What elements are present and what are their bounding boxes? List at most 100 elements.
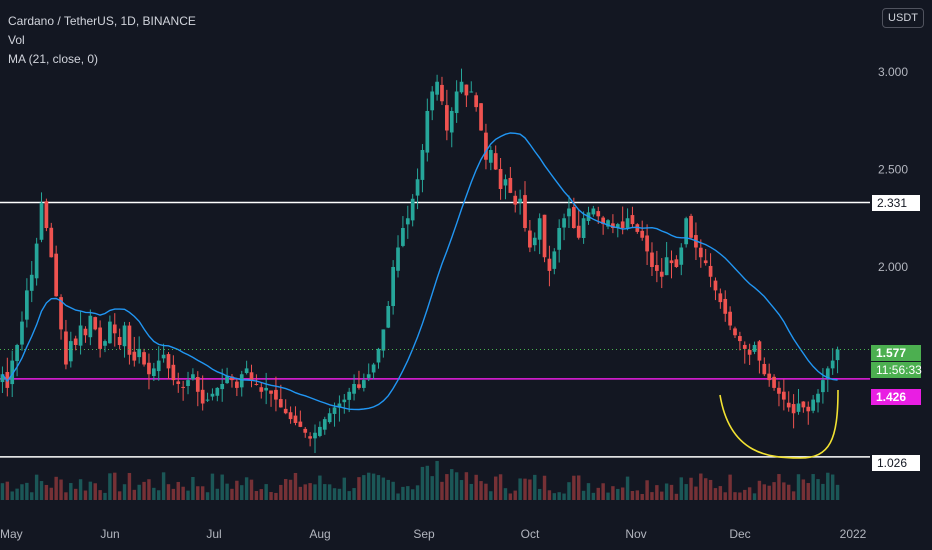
candle-body xyxy=(78,325,83,346)
volume-bar xyxy=(415,485,420,500)
candle-body xyxy=(620,221,625,228)
volume-bar xyxy=(464,472,469,500)
candle-body xyxy=(669,260,674,264)
candle-body xyxy=(518,198,522,203)
candle-body xyxy=(269,390,273,394)
candle-body xyxy=(762,363,767,375)
volume-bar xyxy=(752,493,757,500)
volume-bar xyxy=(244,477,249,500)
x-tick-label: Sep xyxy=(413,527,435,541)
candle-body xyxy=(674,259,679,267)
volume-bar xyxy=(176,481,180,500)
candle-body xyxy=(655,265,659,271)
volume-bar xyxy=(806,483,810,500)
candle-body xyxy=(420,150,425,180)
candle-body xyxy=(571,207,576,228)
x-tick-label: Aug xyxy=(309,527,330,541)
candle-body xyxy=(454,91,459,114)
candle-body xyxy=(127,325,132,355)
volume-bar xyxy=(703,478,708,500)
y-tick-label: 2.500 xyxy=(878,163,908,177)
volume-bar xyxy=(552,493,557,500)
candle-body xyxy=(811,399,815,411)
volume-bar xyxy=(108,473,112,500)
candle-body xyxy=(361,380,366,388)
candle-body xyxy=(10,360,15,385)
volume-bar xyxy=(816,479,820,500)
candle-body xyxy=(313,432,317,439)
volume-bar xyxy=(147,479,151,500)
candle-body xyxy=(34,243,39,279)
volume-bar xyxy=(113,472,117,500)
volume-bar xyxy=(44,484,49,500)
volume-bar xyxy=(210,473,215,500)
volume-bar xyxy=(445,474,449,500)
volume-bar xyxy=(323,484,327,500)
candle-body xyxy=(484,132,488,160)
candle-body xyxy=(567,208,571,217)
candle-body xyxy=(440,84,444,102)
currency-button[interactable]: USDT xyxy=(882,8,924,28)
candle-body xyxy=(474,95,479,108)
candle-body xyxy=(151,368,156,376)
candle-body xyxy=(562,218,566,228)
volume-bar xyxy=(679,477,683,500)
ma-indicator-label[interactable]: MA (21, close, 0) xyxy=(8,52,99,66)
volume-bar xyxy=(308,483,312,500)
volume-bar xyxy=(59,479,63,500)
candle-body xyxy=(322,419,327,430)
candle-body xyxy=(147,362,151,375)
volume-bar xyxy=(54,476,58,500)
x-axis: May Jun Jul Aug Sep Oct Nov Dec 2022 xyxy=(0,527,867,541)
support-mid-price-tag: 1.426 xyxy=(871,389,921,405)
volume-bar xyxy=(196,486,200,500)
volume-bar xyxy=(279,484,283,500)
volume-bar xyxy=(357,477,361,500)
volume-bar xyxy=(586,483,591,500)
volume-bar xyxy=(254,491,259,500)
candle-body xyxy=(645,235,649,252)
volume-bar xyxy=(718,486,723,500)
volume-bar xyxy=(303,484,307,500)
chart-legend: Cardano / TetherUS, 1D, BINANCE Vol MA (… xyxy=(8,12,196,69)
volume-bar xyxy=(533,474,537,500)
volume-bar xyxy=(699,473,703,500)
volume-bar xyxy=(230,488,234,500)
volume-bar xyxy=(689,477,693,500)
volume-bar xyxy=(469,483,473,500)
candle-body xyxy=(557,228,562,250)
candle-body xyxy=(342,399,347,403)
volume-bar xyxy=(225,483,229,500)
candle-body xyxy=(591,208,596,215)
volume-bar xyxy=(396,493,400,500)
volume-bar xyxy=(73,488,78,500)
candle-body xyxy=(186,380,190,387)
volume-bar xyxy=(420,466,425,500)
volume-bar xyxy=(787,484,791,500)
volume-bar xyxy=(630,490,635,500)
candle-body xyxy=(0,374,5,383)
x-tick-label: Jul xyxy=(206,527,221,541)
candle-body xyxy=(98,327,102,349)
volume-bar xyxy=(713,488,718,500)
volume-bar xyxy=(572,475,576,500)
candle-body xyxy=(430,91,435,111)
candle-body xyxy=(659,271,664,277)
volume-bar xyxy=(298,486,303,500)
candle-body xyxy=(479,103,483,131)
volume-bar xyxy=(200,486,205,500)
volume-bar xyxy=(557,492,561,500)
volume-bar xyxy=(283,479,288,500)
symbol-title[interactable]: Cardano / TetherUS, 1D, BINANCE xyxy=(8,14,196,28)
volume-indicator-label[interactable]: Vol xyxy=(8,33,25,47)
candle-body xyxy=(733,328,737,336)
candle-body xyxy=(332,407,337,414)
volume-bar xyxy=(474,474,478,500)
horizontal-lines xyxy=(0,201,870,458)
volume-bar xyxy=(161,472,166,500)
volume-bar xyxy=(664,483,669,500)
candle-body xyxy=(498,169,503,189)
candle-body xyxy=(391,267,395,307)
candle-body xyxy=(816,393,820,403)
